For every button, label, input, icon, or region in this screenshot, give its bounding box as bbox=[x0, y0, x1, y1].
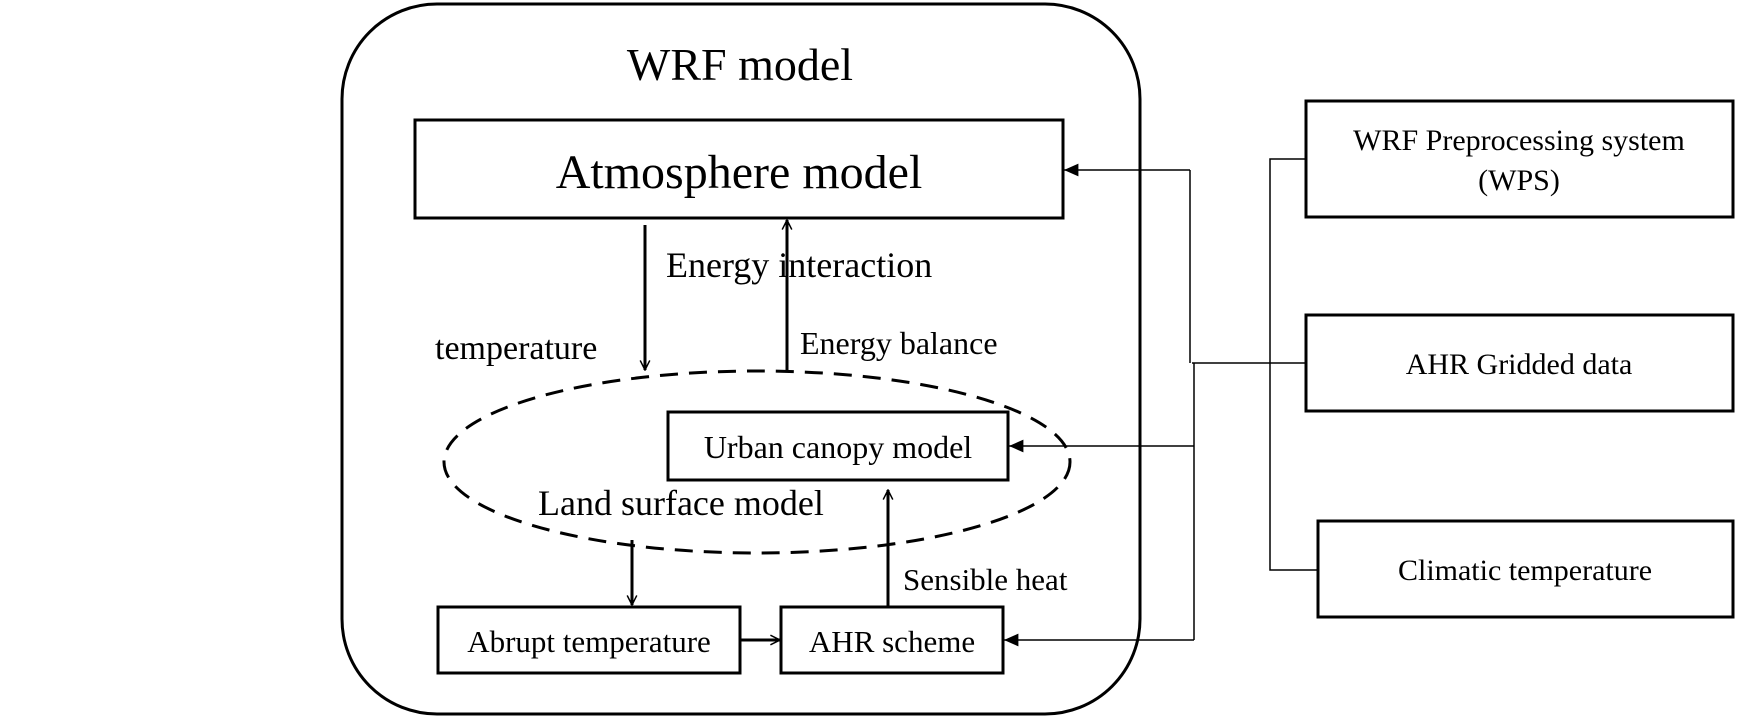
wrf-model-title: WRF model bbox=[627, 39, 853, 90]
atmosphere-model-label: Atmosphere model bbox=[556, 146, 923, 199]
input-bracket bbox=[1269, 158, 1318, 571]
ahr-scheme-box bbox=[779, 605, 1005, 675]
wrf-model-container bbox=[340, 2, 1142, 716]
climatic-temperature-label: Climatic temperature bbox=[1398, 554, 1652, 587]
wps-label-line2: (WPS) bbox=[1478, 164, 1560, 197]
temperature-label: temperature bbox=[435, 330, 597, 367]
energy-balance-label: Energy balance bbox=[800, 325, 998, 361]
ahr-gridded-data-label: AHR Gridded data bbox=[1406, 348, 1633, 381]
ahr-scheme-label: AHR scheme bbox=[809, 624, 975, 659]
wps-label-line1: WRF Preprocessing system bbox=[1353, 124, 1685, 157]
abrupt-temperature-label: Abrupt temperature bbox=[467, 624, 711, 659]
energy-interaction-label: Energy interaction bbox=[666, 245, 932, 285]
land-surface-model-label: Land surface model bbox=[538, 483, 824, 523]
land-surface-model-ellipse bbox=[442, 369, 1072, 555]
urban-canopy-model-label: Urban canopy model bbox=[704, 429, 972, 465]
climatic-temperature-box bbox=[1316, 519, 1735, 619]
atmosphere-model-box bbox=[413, 118, 1065, 220]
sensible-heat-label: Sensible heat bbox=[903, 562, 1068, 597]
urban-canopy-model-box bbox=[666, 410, 1010, 482]
wps-box bbox=[1304, 99, 1735, 219]
